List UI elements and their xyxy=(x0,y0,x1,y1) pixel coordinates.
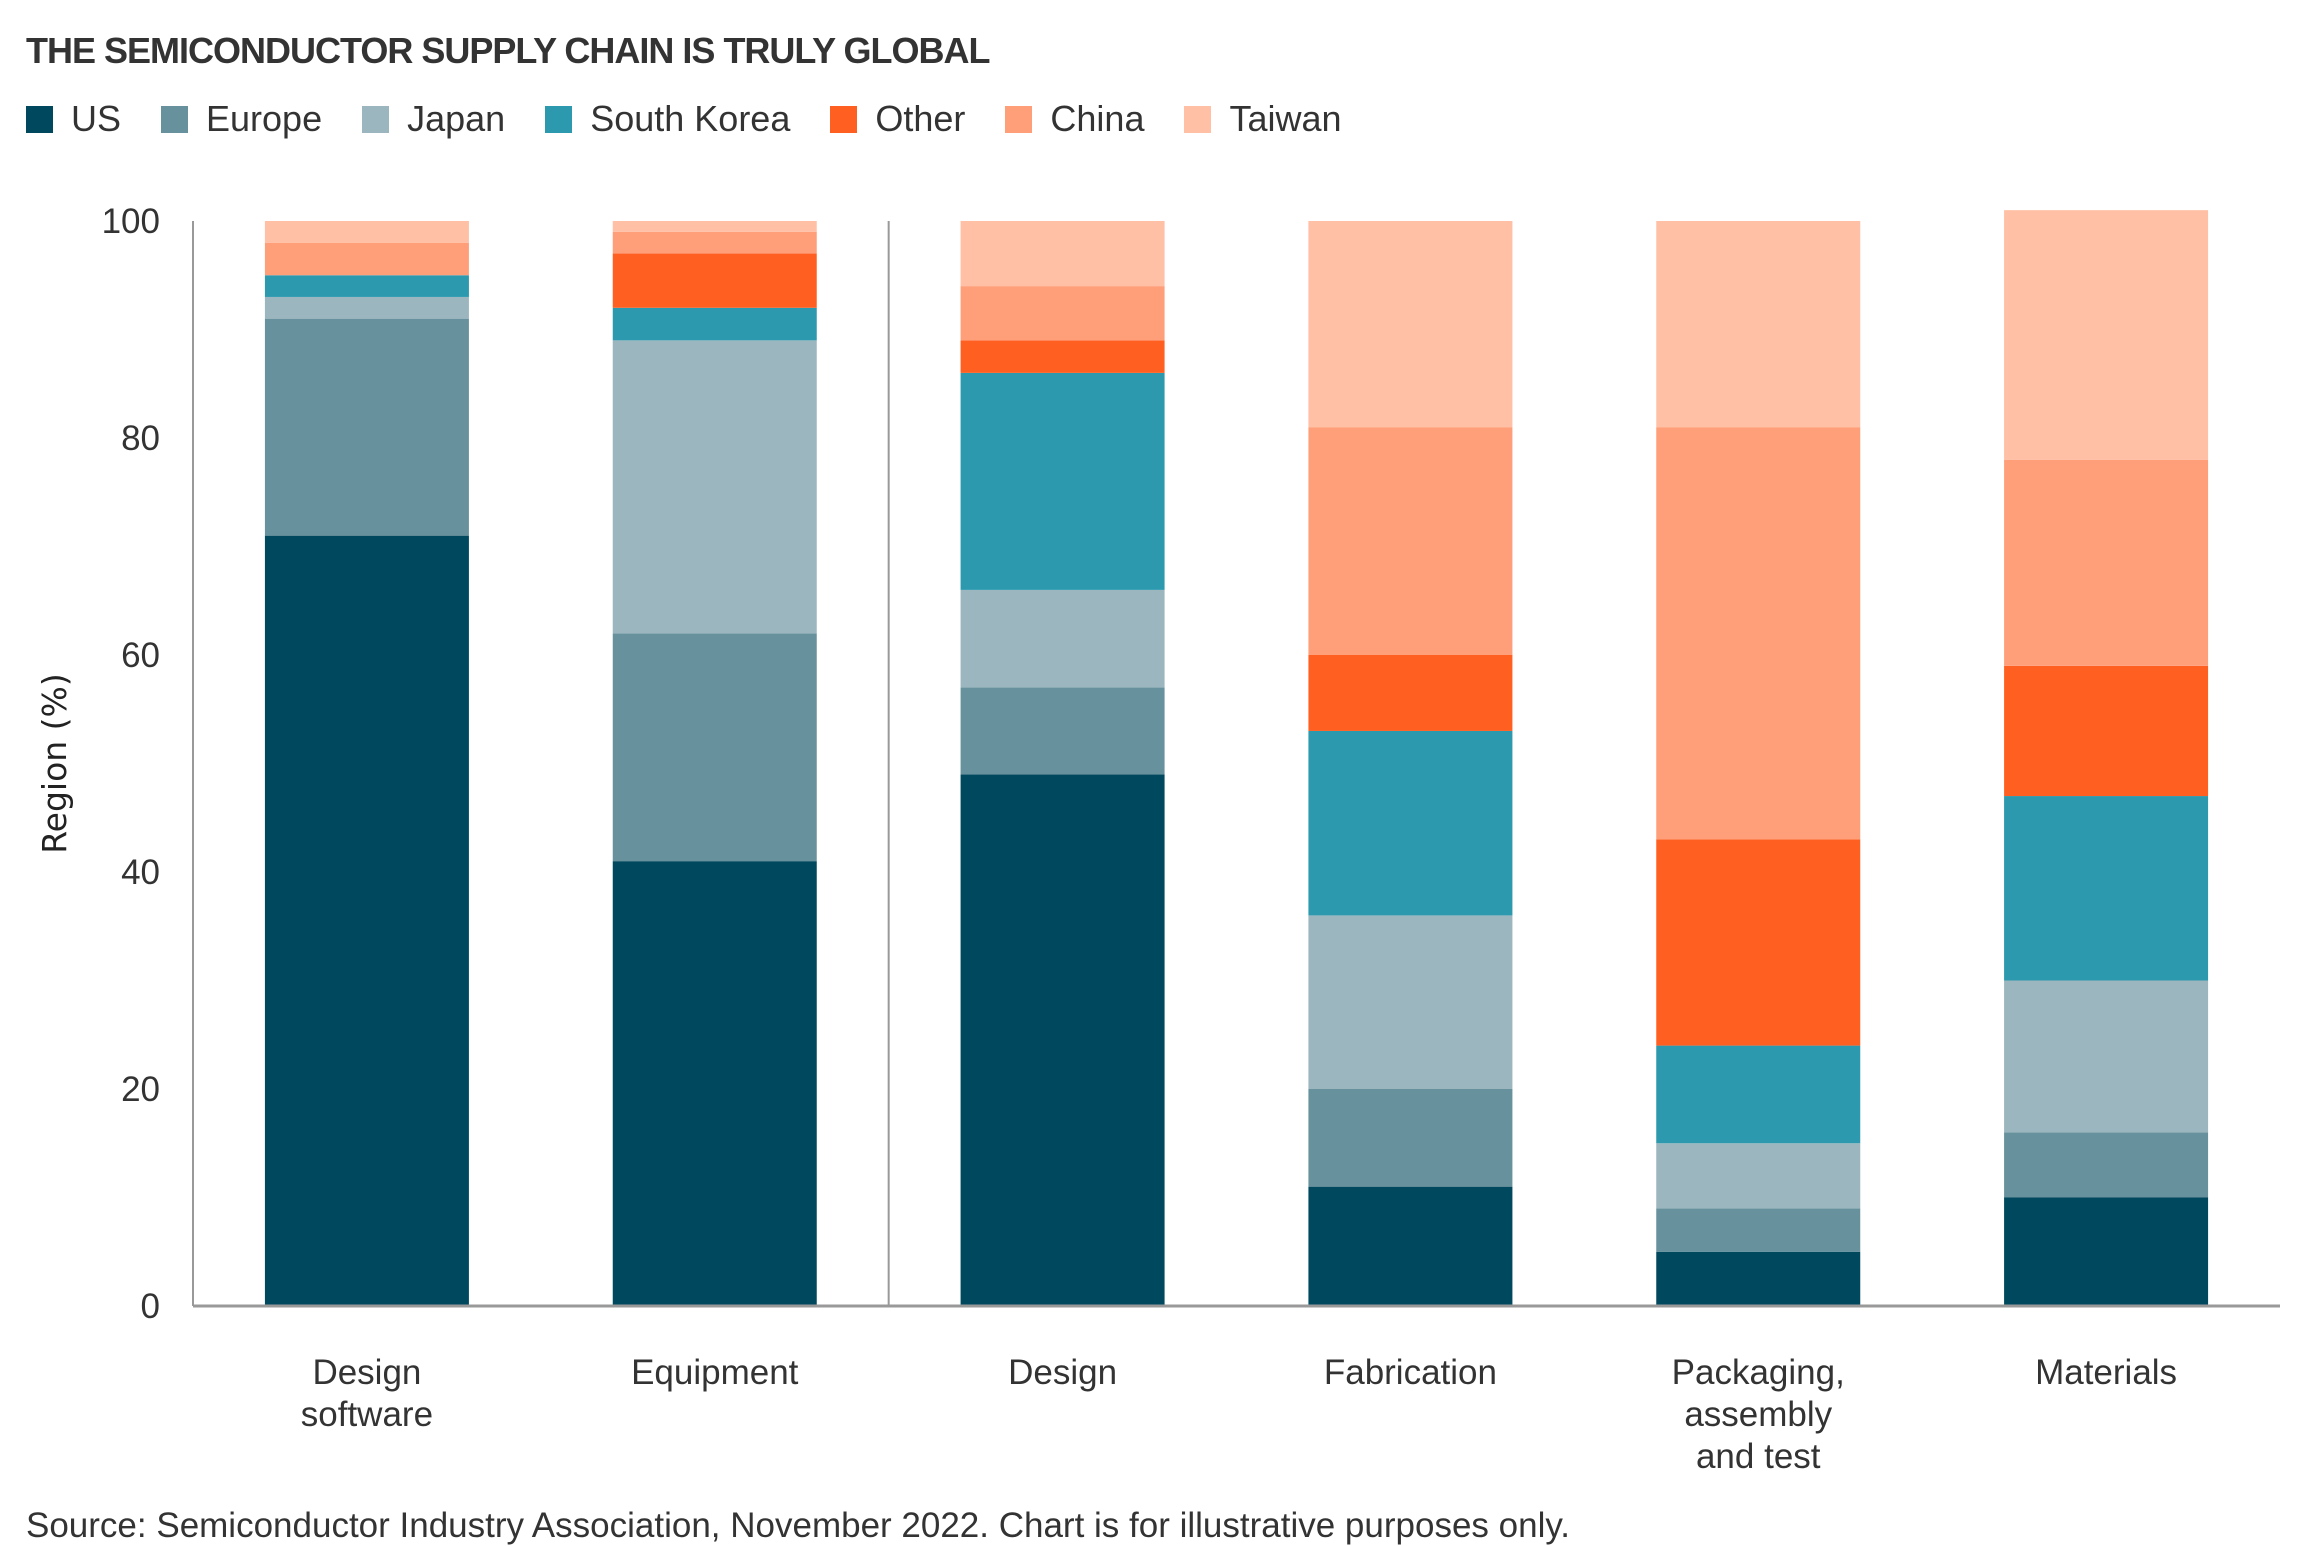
legend-label: Japan xyxy=(407,98,506,139)
x-tick-label-line: Packaging, xyxy=(1672,1353,1845,1392)
x-tick-label: Fabrication xyxy=(1324,1353,1497,1392)
y-tick-label: 60 xyxy=(121,636,160,675)
legend-swatch xyxy=(26,105,53,133)
x-tick-label-line: Fabrication xyxy=(1324,1353,1497,1392)
legend-item-south-korea: South Korea xyxy=(545,98,790,140)
legend-swatch xyxy=(161,105,189,133)
bar-segment-china xyxy=(1308,427,1513,655)
legend-label: Other xyxy=(875,98,966,139)
y-tick-label: 0 xyxy=(141,1287,160,1326)
bar-segment-japan xyxy=(264,296,469,319)
bar-segment-us xyxy=(1656,1251,1861,1306)
bar-segment-japan xyxy=(612,340,817,634)
bar-segment-other xyxy=(1656,839,1861,1046)
legend-label: South Korea xyxy=(590,98,791,139)
x-tick-label: Design xyxy=(1008,1353,1117,1392)
y-axis-label: Region (%) xyxy=(35,673,74,854)
x-tick-label: Equipment xyxy=(631,1353,799,1392)
bar-segment-europe xyxy=(612,633,817,862)
x-tick-label-line: Materials xyxy=(2035,1353,2177,1392)
x-tick-label-line: and test xyxy=(1696,1437,1821,1476)
bar-segment-us xyxy=(1308,1186,1513,1306)
bar-segment-japan xyxy=(2004,980,2209,1133)
y-tick-label: 20 xyxy=(121,1070,160,1109)
bar-segment-china xyxy=(1656,427,1861,840)
legend-label: Europe xyxy=(206,98,323,139)
legend-item-us: US xyxy=(26,98,121,140)
bar-segment-us xyxy=(960,774,1165,1306)
bar-segment-south-korea xyxy=(960,372,1165,590)
x-tick-label-line: Equipment xyxy=(631,1353,799,1392)
y-tick-label: 100 xyxy=(102,202,160,241)
legend-item-taiwan: Taiwan xyxy=(1184,98,1342,140)
bar-segment-south-korea xyxy=(264,275,469,297)
legend-label: China xyxy=(1050,98,1145,139)
legend-swatch xyxy=(1005,105,1033,133)
legend-swatch xyxy=(362,105,390,133)
bar-segment-us xyxy=(612,861,817,1306)
bar-segment-europe xyxy=(264,318,469,536)
bar-segment-south-korea xyxy=(1656,1045,1861,1144)
chart-title: THE SEMICONDUCTOR SUPPLY CHAIN IS TRULY … xyxy=(26,30,990,71)
legend: US Europe Japan South Korea Other China Taiwan xyxy=(26,98,1382,140)
bar-segment-europe xyxy=(1308,1089,1513,1187)
bar-segment-south-korea xyxy=(2004,796,2209,981)
bar-segment-taiwan xyxy=(264,221,469,243)
bar-segment-europe xyxy=(1656,1208,1861,1252)
legend-swatch xyxy=(545,105,573,133)
x-tick-label-line: assembly xyxy=(1684,1395,1832,1434)
bar-segment-china xyxy=(2004,459,2209,666)
legend-item-europe: Europe xyxy=(161,98,322,140)
legend-swatch xyxy=(830,105,858,133)
legend-item-other: Other xyxy=(830,98,965,140)
bar-segment-taiwan xyxy=(1308,221,1513,428)
x-tick-label-line: software xyxy=(301,1395,433,1434)
bar-segment-taiwan xyxy=(612,221,817,232)
x-tick-label-line: Design xyxy=(1008,1353,1117,1392)
bar-segment-taiwan xyxy=(960,221,1165,287)
bar-segment-japan xyxy=(1308,915,1513,1089)
bar-segment-china xyxy=(960,286,1165,341)
bar-segment-china xyxy=(264,242,469,276)
bar-segment-other xyxy=(2004,665,2209,797)
bar-segment-china xyxy=(612,231,817,254)
x-tick-label: Design software xyxy=(301,1353,433,1434)
bar-segment-other xyxy=(960,340,1165,373)
legend-item-china: China xyxy=(1005,98,1144,140)
x-tick-label: Packaging, assembly and test xyxy=(1672,1353,1845,1476)
y-tick-label: 40 xyxy=(121,853,160,892)
legend-item-japan: Japan xyxy=(362,98,505,140)
legend-label: US xyxy=(71,98,122,139)
bar-segment-south-korea xyxy=(612,307,817,341)
bar-segment-other xyxy=(1308,655,1513,731)
bar-segment-japan xyxy=(1656,1143,1861,1209)
bar-segment-japan xyxy=(960,589,1165,688)
legend-label: Taiwan xyxy=(1229,98,1342,139)
bar-segment-europe xyxy=(2004,1132,2209,1198)
bar-segment-other xyxy=(612,253,817,308)
x-tick-label: Materials xyxy=(2035,1353,2177,1392)
bar-segment-us xyxy=(264,535,469,1306)
bar-segment-taiwan xyxy=(2004,210,2209,460)
bar-segment-us xyxy=(2004,1197,2209,1306)
bar-segment-taiwan xyxy=(1656,221,1861,428)
y-tick-label: 80 xyxy=(121,419,160,458)
bar-segment-south-korea xyxy=(1308,730,1513,916)
source-note: Source: Semiconductor Industry Associati… xyxy=(26,1506,1570,1545)
legend-swatch xyxy=(1184,105,1212,133)
bar-segment-europe xyxy=(960,687,1165,775)
x-tick-label-line: Design xyxy=(312,1353,421,1392)
